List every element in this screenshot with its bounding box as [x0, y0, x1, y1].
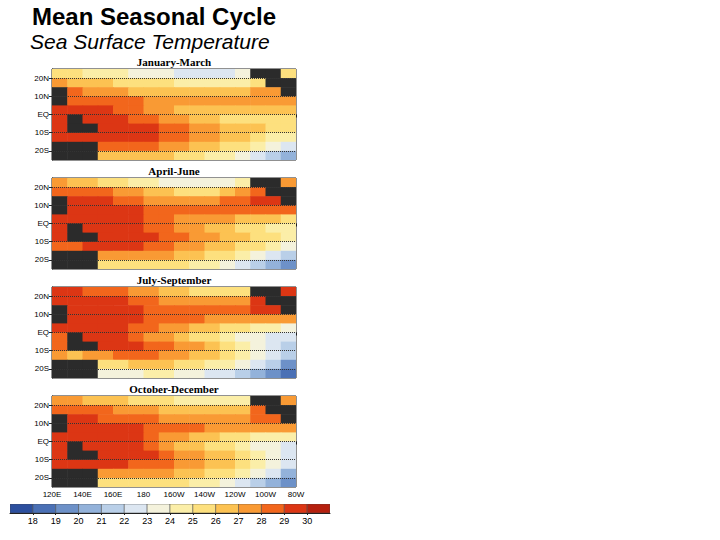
- svg-text:EQ: EQ: [37, 219, 49, 228]
- svg-text:10N: 10N: [34, 201, 49, 210]
- svg-text:180: 180: [137, 490, 151, 499]
- svg-text:10N: 10N: [34, 310, 49, 319]
- svg-text:100W: 100W: [255, 490, 276, 499]
- svg-text:Mean Seasonal Cycle: Mean Seasonal Cycle: [32, 3, 276, 30]
- svg-text:160E: 160E: [104, 490, 123, 499]
- svg-text:29: 29: [279, 516, 289, 526]
- svg-text:18: 18: [28, 516, 38, 526]
- svg-text:10N: 10N: [34, 92, 49, 101]
- svg-text:22: 22: [119, 516, 129, 526]
- svg-text:20N: 20N: [34, 401, 49, 410]
- svg-text:30: 30: [302, 516, 312, 526]
- svg-text:26: 26: [211, 516, 221, 526]
- svg-text:20S: 20S: [35, 255, 49, 264]
- svg-text:20S: 20S: [35, 146, 49, 155]
- svg-text:October-December: October-December: [129, 383, 218, 395]
- svg-text:24: 24: [165, 516, 175, 526]
- svg-text:160W: 160W: [164, 490, 185, 499]
- svg-text:20N: 20N: [34, 292, 49, 301]
- svg-text:10S: 10S: [35, 346, 49, 355]
- svg-text:120E: 120E: [43, 490, 62, 499]
- svg-text:July-September: July-September: [137, 274, 212, 286]
- svg-text:140E: 140E: [73, 490, 92, 499]
- svg-text:January-March: January-March: [137, 56, 211, 68]
- svg-text:10N: 10N: [34, 419, 49, 428]
- svg-text:23: 23: [142, 516, 152, 526]
- svg-text:28: 28: [256, 516, 266, 526]
- svg-text:April-June: April-June: [148, 165, 199, 177]
- svg-text:20S: 20S: [35, 473, 49, 482]
- svg-text:19: 19: [51, 516, 61, 526]
- svg-text:10S: 10S: [35, 455, 49, 464]
- svg-text:25: 25: [188, 516, 198, 526]
- svg-text:EQ: EQ: [37, 437, 49, 446]
- svg-text:EQ: EQ: [37, 110, 49, 119]
- svg-text:EQ: EQ: [37, 328, 49, 337]
- svg-text:20S: 20S: [35, 364, 49, 373]
- svg-text:80W: 80W: [288, 490, 305, 499]
- svg-text:120W: 120W: [225, 490, 246, 499]
- svg-text:20N: 20N: [34, 183, 49, 192]
- svg-text:21: 21: [96, 516, 106, 526]
- svg-text:140W: 140W: [194, 490, 215, 499]
- svg-text:20: 20: [74, 516, 84, 526]
- svg-text:27: 27: [234, 516, 244, 526]
- svg-text:20N: 20N: [34, 74, 49, 83]
- svg-text:10S: 10S: [35, 128, 49, 137]
- svg-text:10S: 10S: [35, 237, 49, 246]
- svg-text:Sea Surface Temperature: Sea Surface Temperature: [30, 30, 270, 53]
